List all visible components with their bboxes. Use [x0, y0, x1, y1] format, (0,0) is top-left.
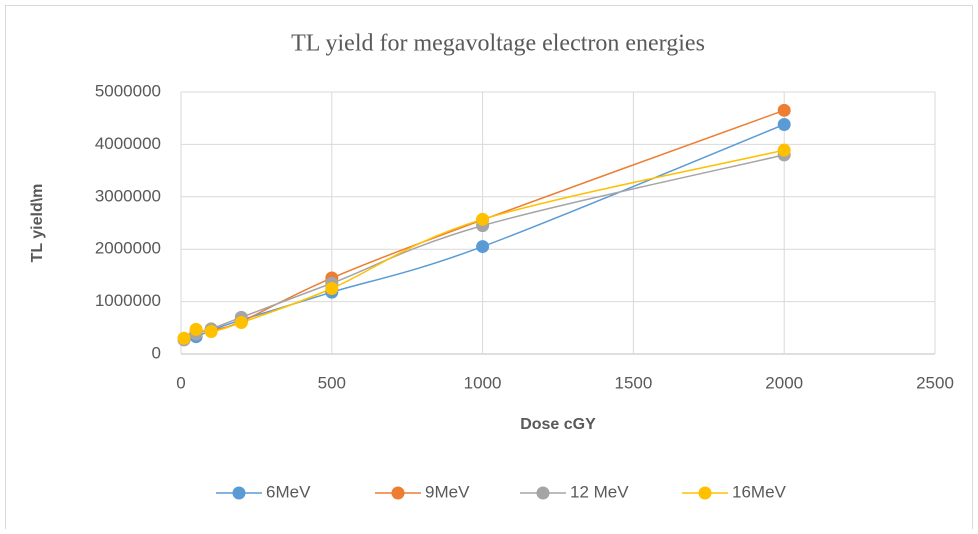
data-point: [325, 282, 339, 295]
data-point: [476, 212, 490, 226]
legend-marker: [232, 486, 246, 500]
y-tick-label: 1000000: [95, 291, 161, 310]
data-point: [777, 103, 791, 117]
x-tick-label: 0: [176, 373, 185, 392]
legend-marker: [698, 486, 712, 500]
legend-label: 16MeV: [732, 482, 787, 501]
x-axis-label: Dose cGY: [520, 416, 596, 433]
chart-title: TL yield for megavoltage electron energi…: [291, 31, 705, 57]
y-tick-label: 5000000: [95, 81, 161, 100]
data-point: [476, 240, 490, 254]
y-axis-label: TL yield\m: [29, 184, 46, 263]
x-tick-label: 2500: [916, 373, 954, 392]
y-tick-label: 2000000: [95, 239, 161, 258]
data-point: [777, 117, 791, 131]
y-tick-label: 4000000: [95, 134, 161, 153]
legend-label: 12 MeV: [570, 482, 629, 501]
x-tick-label: 1000: [464, 373, 502, 392]
legend-marker: [536, 486, 550, 500]
data-point: [204, 324, 218, 338]
x-tick-label: 1500: [614, 373, 652, 392]
legend-marker: [391, 486, 405, 500]
x-tick-label: 500: [318, 373, 346, 392]
legend-label: 6MeV: [266, 482, 311, 501]
data-point: [234, 316, 248, 330]
y-tick-label: 0: [152, 343, 161, 362]
legend-label: 9MeV: [425, 482, 470, 501]
data-point: [777, 143, 791, 157]
data-point: [177, 331, 191, 345]
data-point: [189, 322, 203, 336]
x-tick-label: 2000: [765, 373, 803, 392]
chart-border: [5, 5, 973, 534]
y-tick-label: 3000000: [95, 186, 161, 205]
